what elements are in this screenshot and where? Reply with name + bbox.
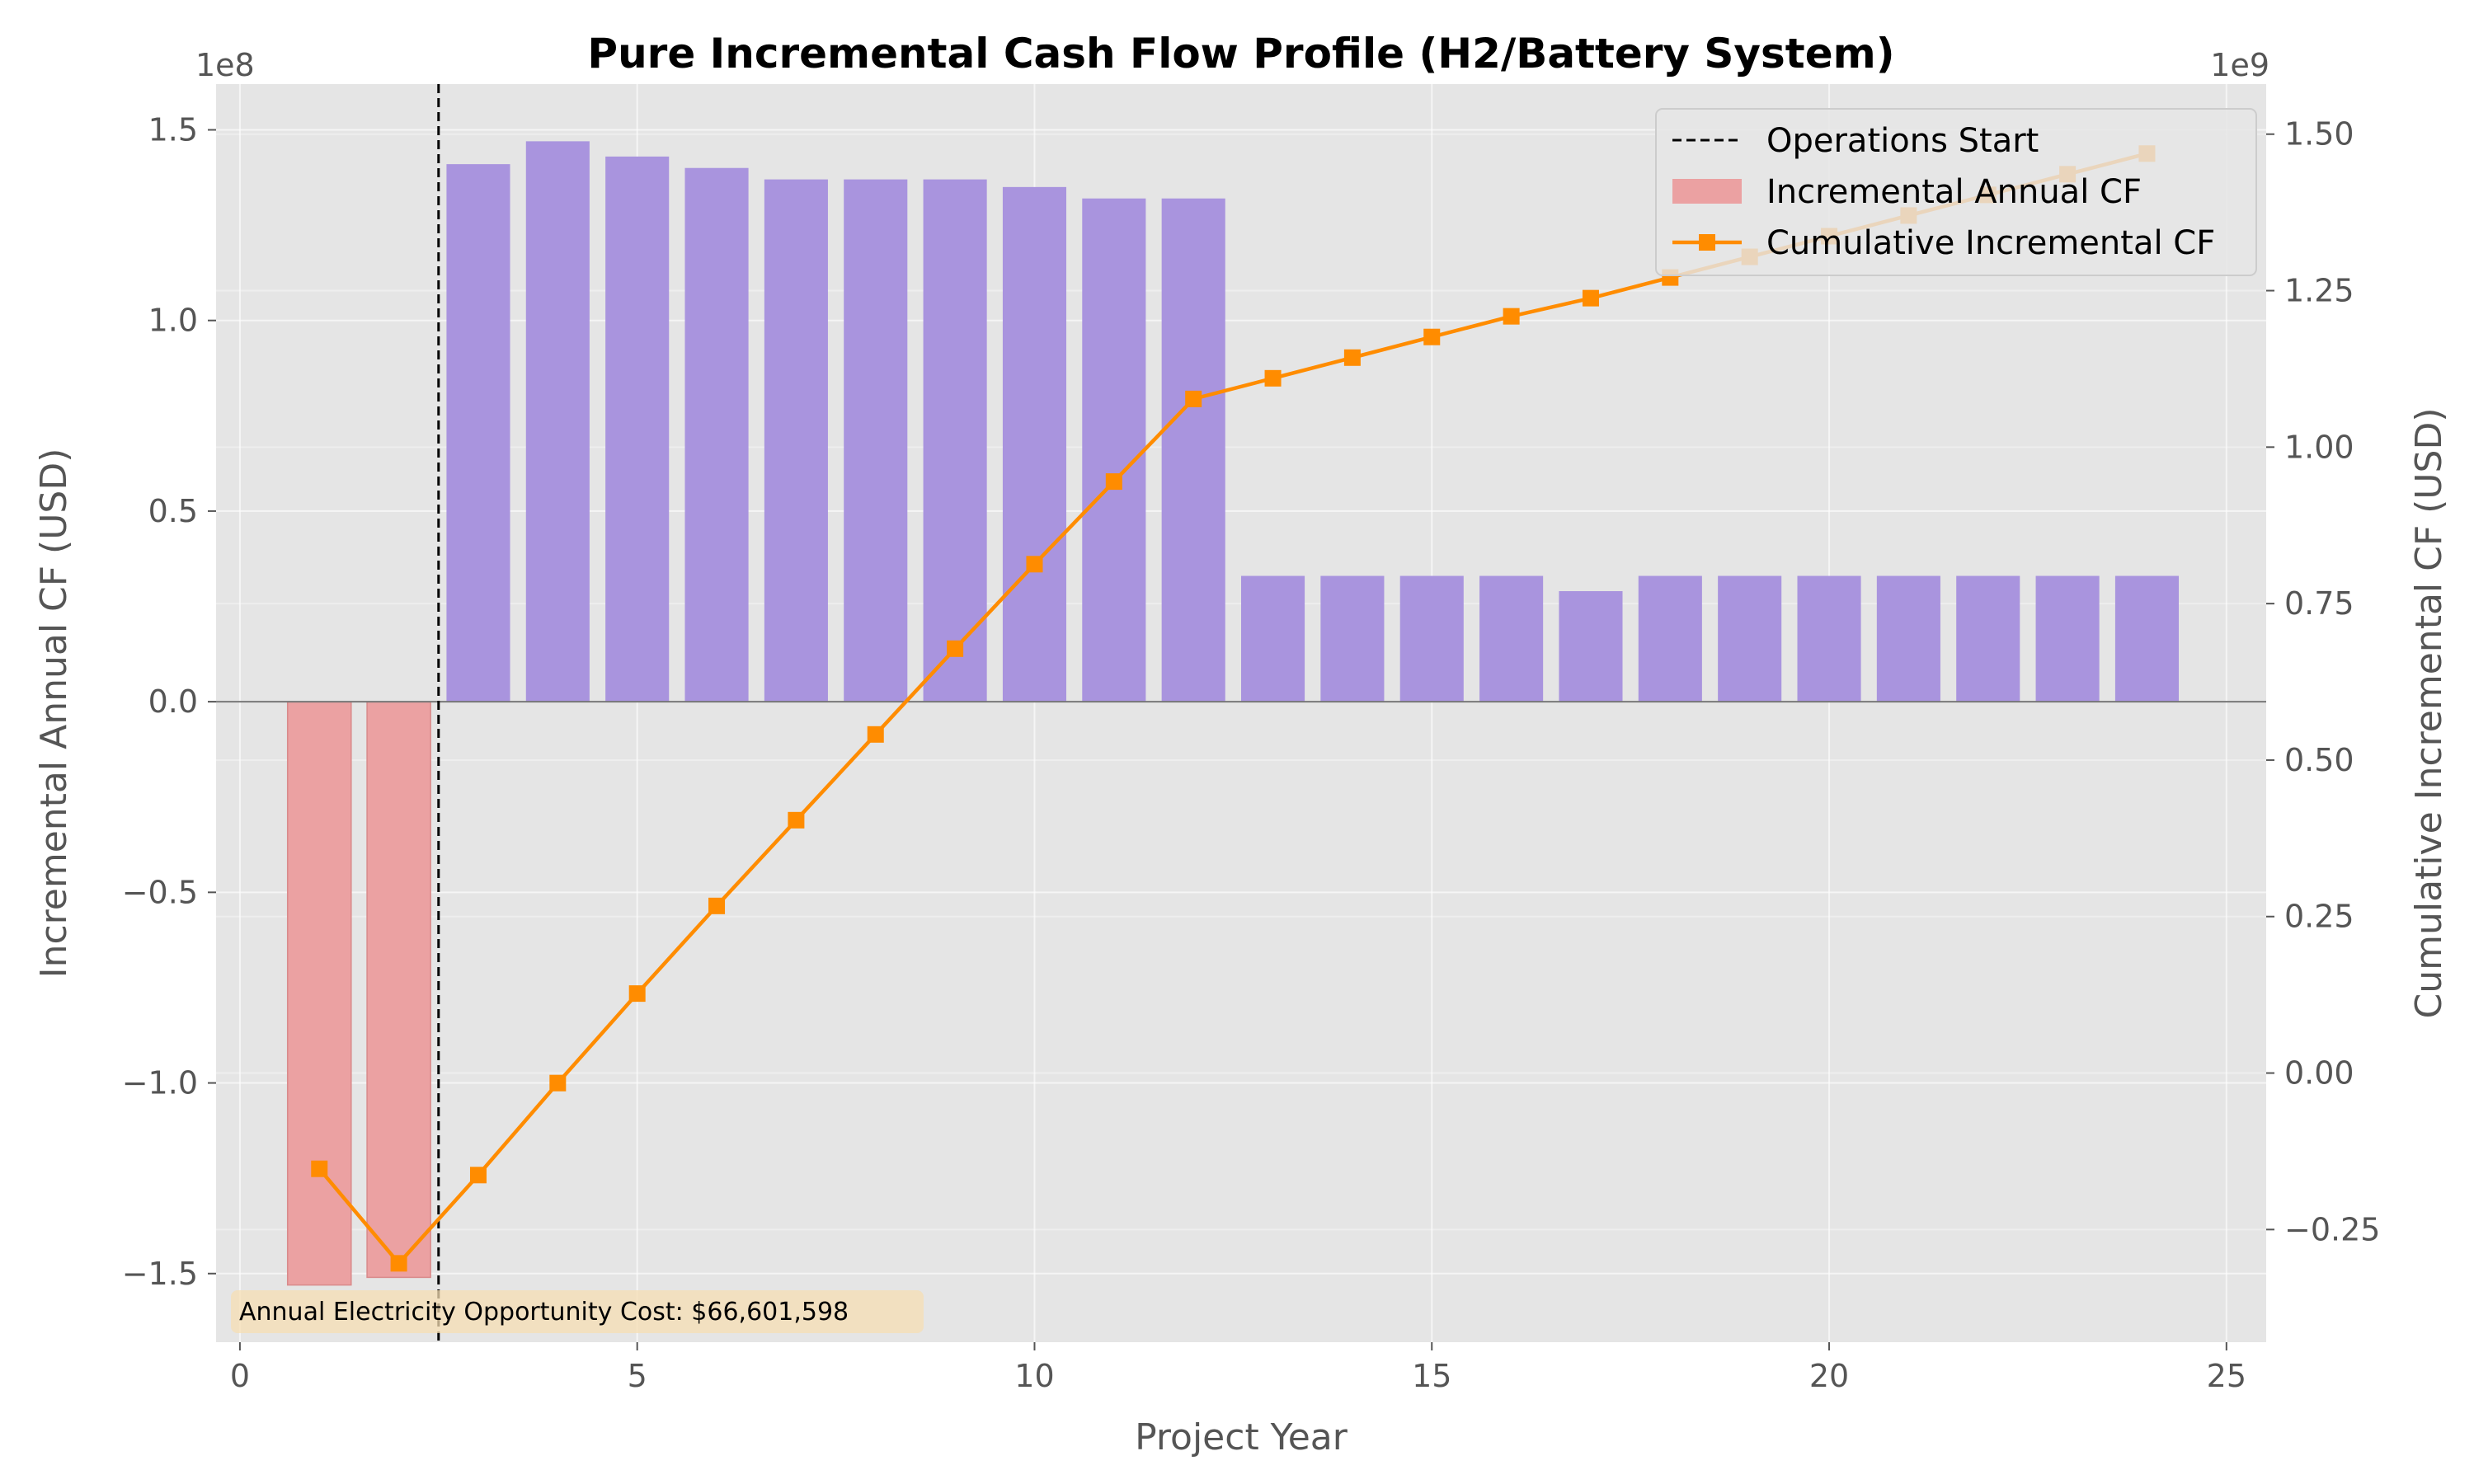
grid-layer	[216, 84, 2266, 1342]
legend: Operations Start Incremental Annual CF Cum…	[1655, 108, 2257, 276]
x-tick-label: 25	[2207, 1358, 2246, 1394]
y-tick-label: −0.5	[122, 874, 198, 910]
y-right-tick-label: 0.50	[2284, 742, 2354, 778]
bar	[1399, 575, 1464, 702]
bar	[446, 164, 510, 702]
bar	[2035, 575, 2100, 702]
bar	[2114, 575, 2180, 702]
legend-items: Operations Start Incremental Annual CF Cum…	[1672, 122, 2215, 262]
legend-handle-cumulative-marker	[1699, 234, 1715, 251]
bar	[525, 141, 590, 702]
y-axis-right-offset-label: 1e9	[2210, 47, 2269, 83]
y-right-tick-label: 1.50	[2284, 116, 2354, 153]
bar	[923, 179, 987, 702]
bar	[684, 167, 749, 702]
annotation-box: Annual Electricity Opportunity Cost: $66…	[231, 1290, 924, 1333]
x-axis-label: Project Year	[1135, 1416, 1348, 1458]
y-axis-right-label: Cumulative Incremental CF (USD)	[2408, 408, 2450, 1019]
legend-handle-annual-cf	[1672, 179, 1742, 204]
y-tick-label: 1.5	[148, 111, 198, 148]
bars-layer	[286, 141, 2180, 1286]
bar	[605, 156, 670, 702]
cumulative-point	[628, 985, 646, 1003]
cumulative-point	[1105, 473, 1122, 491]
y-tick-label: 0.0	[148, 683, 198, 720]
y-tick-label: 1.0	[148, 303, 198, 339]
cumulative-point	[549, 1074, 567, 1092]
bar	[1718, 575, 1782, 702]
x-tick-label: 5	[628, 1358, 647, 1394]
x-tick-label: 0	[230, 1358, 250, 1394]
bar	[1002, 186, 1067, 702]
ticks-layer: 0 5 10 15 20 25 −1.5 −1.0 −0.5 0.0 0.5 1.0 1.5 −0.25 0…	[122, 111, 2381, 1394]
cumulative-point	[1503, 308, 1520, 325]
bar	[844, 179, 908, 702]
annotation-background	[231, 1290, 924, 1333]
chart-title: Pure Incremental Cash Flow Profile (H2/B…	[587, 30, 1894, 77]
cumulative-point	[1423, 328, 1441, 345]
y-tick-label: −1.5	[122, 1256, 198, 1292]
bar	[366, 701, 431, 1279]
bar	[1161, 198, 1225, 702]
legend-label: Cumulative Incremental CF	[1766, 224, 2215, 262]
y-tick-label: 0.5	[148, 493, 198, 529]
bar	[1559, 591, 1623, 702]
bar	[286, 701, 352, 1286]
bar	[1876, 575, 1940, 702]
cumulative-point	[1264, 369, 1282, 387]
x-tick-label: 10	[1014, 1358, 1054, 1394]
y-axis-label: Incremental Annual CF (USD)	[33, 448, 75, 979]
bar	[764, 179, 828, 702]
legend-box	[1655, 108, 2257, 276]
bar	[1082, 198, 1146, 702]
cumulative-point	[469, 1167, 487, 1184]
cumulative-point	[947, 640, 964, 657]
cumulative-point	[1185, 390, 1202, 407]
annotation-text: Annual Electricity Opportunity Cost: $66…	[239, 1298, 849, 1327]
bar	[1241, 575, 1305, 702]
y-tick-label: −1.0	[122, 1065, 198, 1101]
bar	[1320, 575, 1385, 702]
bar	[1956, 575, 2020, 702]
cumulative-point	[1343, 349, 1361, 366]
cumulative-point	[390, 1255, 407, 1272]
cumulative-point	[788, 811, 805, 829]
bar	[1797, 575, 1861, 702]
y-axis-offset-label: 1e8	[195, 47, 255, 83]
y-right-tick-label: 1.00	[2284, 429, 2354, 465]
x-tick-label: 15	[1412, 1358, 1451, 1394]
y-right-tick-label: 1.25	[2284, 273, 2354, 309]
legend-label: Incremental Annual CF	[1766, 173, 2142, 211]
cumulative-point	[1582, 289, 1599, 307]
cumulative-point	[1026, 556, 1043, 573]
x-tick-label: 20	[1809, 1358, 1849, 1394]
legend-label: Operations Start	[1766, 122, 2039, 160]
y-right-tick-label: 0.25	[2284, 899, 2354, 935]
cumulative-point	[311, 1160, 328, 1177]
bar	[1638, 575, 1702, 702]
cumulative-point	[867, 726, 884, 743]
cumulative-point	[708, 897, 726, 914]
y-right-tick-label: −0.25	[2284, 1211, 2380, 1247]
y-right-tick-label: 0.00	[2284, 1055, 2354, 1092]
y-right-tick-label: 0.75	[2284, 585, 2354, 622]
bar	[1479, 575, 1544, 702]
